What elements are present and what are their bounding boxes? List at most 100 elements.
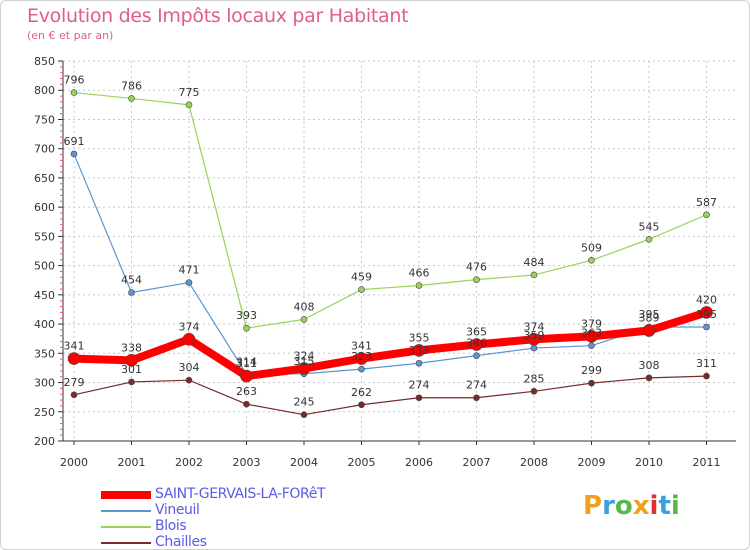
y-tick-label: 750 [34, 113, 55, 126]
data-label-vineuil: 471 [179, 264, 200, 277]
data-point-chailles [300, 411, 308, 418]
data-label-blois: 775 [179, 86, 200, 99]
data-label-saint-gervais-la-for-t: 341 [64, 340, 85, 353]
data-point-saint-gervais-la-for-t [412, 344, 426, 357]
x-tick-label: 2008 [520, 456, 548, 469]
data-label-chailles: 308 [639, 359, 660, 372]
data-label-chailles: 262 [351, 386, 372, 399]
data-label-blois: 786 [121, 79, 142, 92]
data-point-chailles [358, 401, 365, 409]
logo-letter: r [602, 491, 615, 521]
plot-area [63, 61, 736, 441]
data-point-blois [128, 95, 135, 102]
data-label-blois: 509 [581, 241, 602, 254]
chart-subtitle: (en € et par an) [27, 29, 114, 42]
data-point-chailles [588, 379, 595, 387]
data-point-saint-gervais-la-for-t [527, 332, 541, 346]
data-label-blois: 408 [294, 300, 315, 313]
data-point-vineuil [473, 352, 480, 359]
logo-letter: o [614, 491, 633, 521]
data-label-saint-gervais-la-for-t: 420 [696, 293, 717, 306]
data-label-saint-gervais-la-for-t: 341 [351, 340, 372, 353]
y-tick-label: 400 [34, 318, 55, 331]
data-label-chailles: 301 [121, 363, 142, 376]
series-line-vineuil [73, 153, 707, 375]
data-point-blois [703, 211, 710, 219]
y-tick-label: 250 [34, 406, 55, 419]
series-line-saint-gervais-la-for-t [73, 308, 708, 381]
data-label-saint-gervais-la-for-t: 338 [121, 341, 142, 354]
legend-label-blois: Blois [155, 518, 187, 534]
y-tick-label: 550 [34, 230, 55, 243]
x-tick-label: 2009 [578, 456, 606, 469]
proxiti-logo: Proxiti [583, 491, 680, 521]
y-tick-label: 650 [34, 172, 55, 185]
data-point-blois [70, 89, 78, 96]
data-point-chailles [415, 394, 423, 402]
data-point-chailles [243, 400, 250, 408]
data-label-chailles: 274 [466, 379, 487, 392]
data-label-saint-gervais-la-for-t: 379 [581, 317, 602, 330]
data-point-chailles [70, 391, 78, 399]
data-label-saint-gervais-la-for-t: 311 [236, 357, 257, 370]
data-label-vineuil: 395 [696, 308, 717, 321]
data-point-vineuil [185, 279, 193, 286]
data-point-saint-gervais-la-for-t [700, 306, 713, 319]
x-tick-label: 2010 [635, 456, 663, 469]
chart-title: Evolution des Impôts locaux par Habitant [27, 5, 409, 27]
data-point-blois [300, 316, 308, 323]
data-label-vineuil: 691 [64, 135, 85, 148]
series-line-chailles [73, 375, 707, 416]
data-point-vineuil [358, 365, 365, 373]
data-point-chailles [185, 376, 193, 384]
data-label-vineuil: 346 [466, 337, 487, 350]
data-label-chailles: 245 [294, 396, 315, 409]
data-point-blois [358, 286, 365, 293]
y-tick-label: 700 [34, 143, 55, 156]
x-tick-label: 2002 [175, 456, 203, 469]
data-label-saint-gervais-la-for-t: 355 [409, 331, 430, 344]
data-point-blois [588, 257, 595, 264]
y-tick-label: 500 [34, 260, 55, 273]
x-tick-label: 2001 [118, 456, 146, 469]
y-tick-label: 350 [34, 347, 55, 360]
data-point-vineuil [530, 344, 538, 352]
legend-label-chailles: Chailles [155, 534, 207, 550]
data-point-saint-gervais-la-for-t [125, 354, 138, 367]
legend-swatch-saint-gervais [101, 491, 151, 499]
y-tick-label: 600 [34, 201, 55, 214]
y-tick-label: 850 [34, 55, 55, 68]
data-point-blois [473, 276, 480, 283]
data-point-saint-gervais-la-for-t [642, 324, 656, 337]
data-label-blois: 796 [64, 74, 85, 87]
data-point-saint-gervais-la-for-t [67, 352, 81, 365]
series-line-blois [73, 91, 707, 329]
data-point-chailles [703, 372, 710, 380]
data-label-saint-gervais-la-for-t: 374 [179, 320, 200, 333]
x-tick-label: 2006 [405, 456, 433, 469]
data-label-saint-gervais-la-for-t: 374 [524, 320, 545, 333]
data-point-blois [530, 271, 538, 279]
data-label-vineuil: 314 [236, 355, 257, 368]
y-tick-label: 300 [34, 377, 55, 390]
data-label-chailles: 299 [581, 364, 602, 377]
logo-letter: i [670, 491, 680, 521]
data-point-saint-gervais-la-for-t [355, 352, 368, 365]
x-tick-label: 2005 [348, 456, 376, 469]
x-tick-label: 2007 [463, 456, 491, 469]
data-point-blois [185, 101, 193, 109]
data-point-vineuil [128, 289, 135, 296]
data-label-blois: 476 [466, 261, 487, 274]
data-point-saint-gervais-la-for-t [297, 362, 311, 375]
legend-swatch-vineuil [101, 510, 151, 512]
data-point-chailles [128, 378, 135, 386]
data-label-vineuil: 333 [409, 344, 430, 357]
data-point-saint-gervais-la-for-t [585, 330, 598, 343]
data-label-chailles: 263 [236, 385, 257, 398]
data-label-blois: 587 [696, 196, 717, 209]
y-tick-label: 450 [34, 289, 55, 302]
legend-swatch-blois [101, 526, 151, 528]
y-tick-label: 200 [34, 435, 55, 448]
